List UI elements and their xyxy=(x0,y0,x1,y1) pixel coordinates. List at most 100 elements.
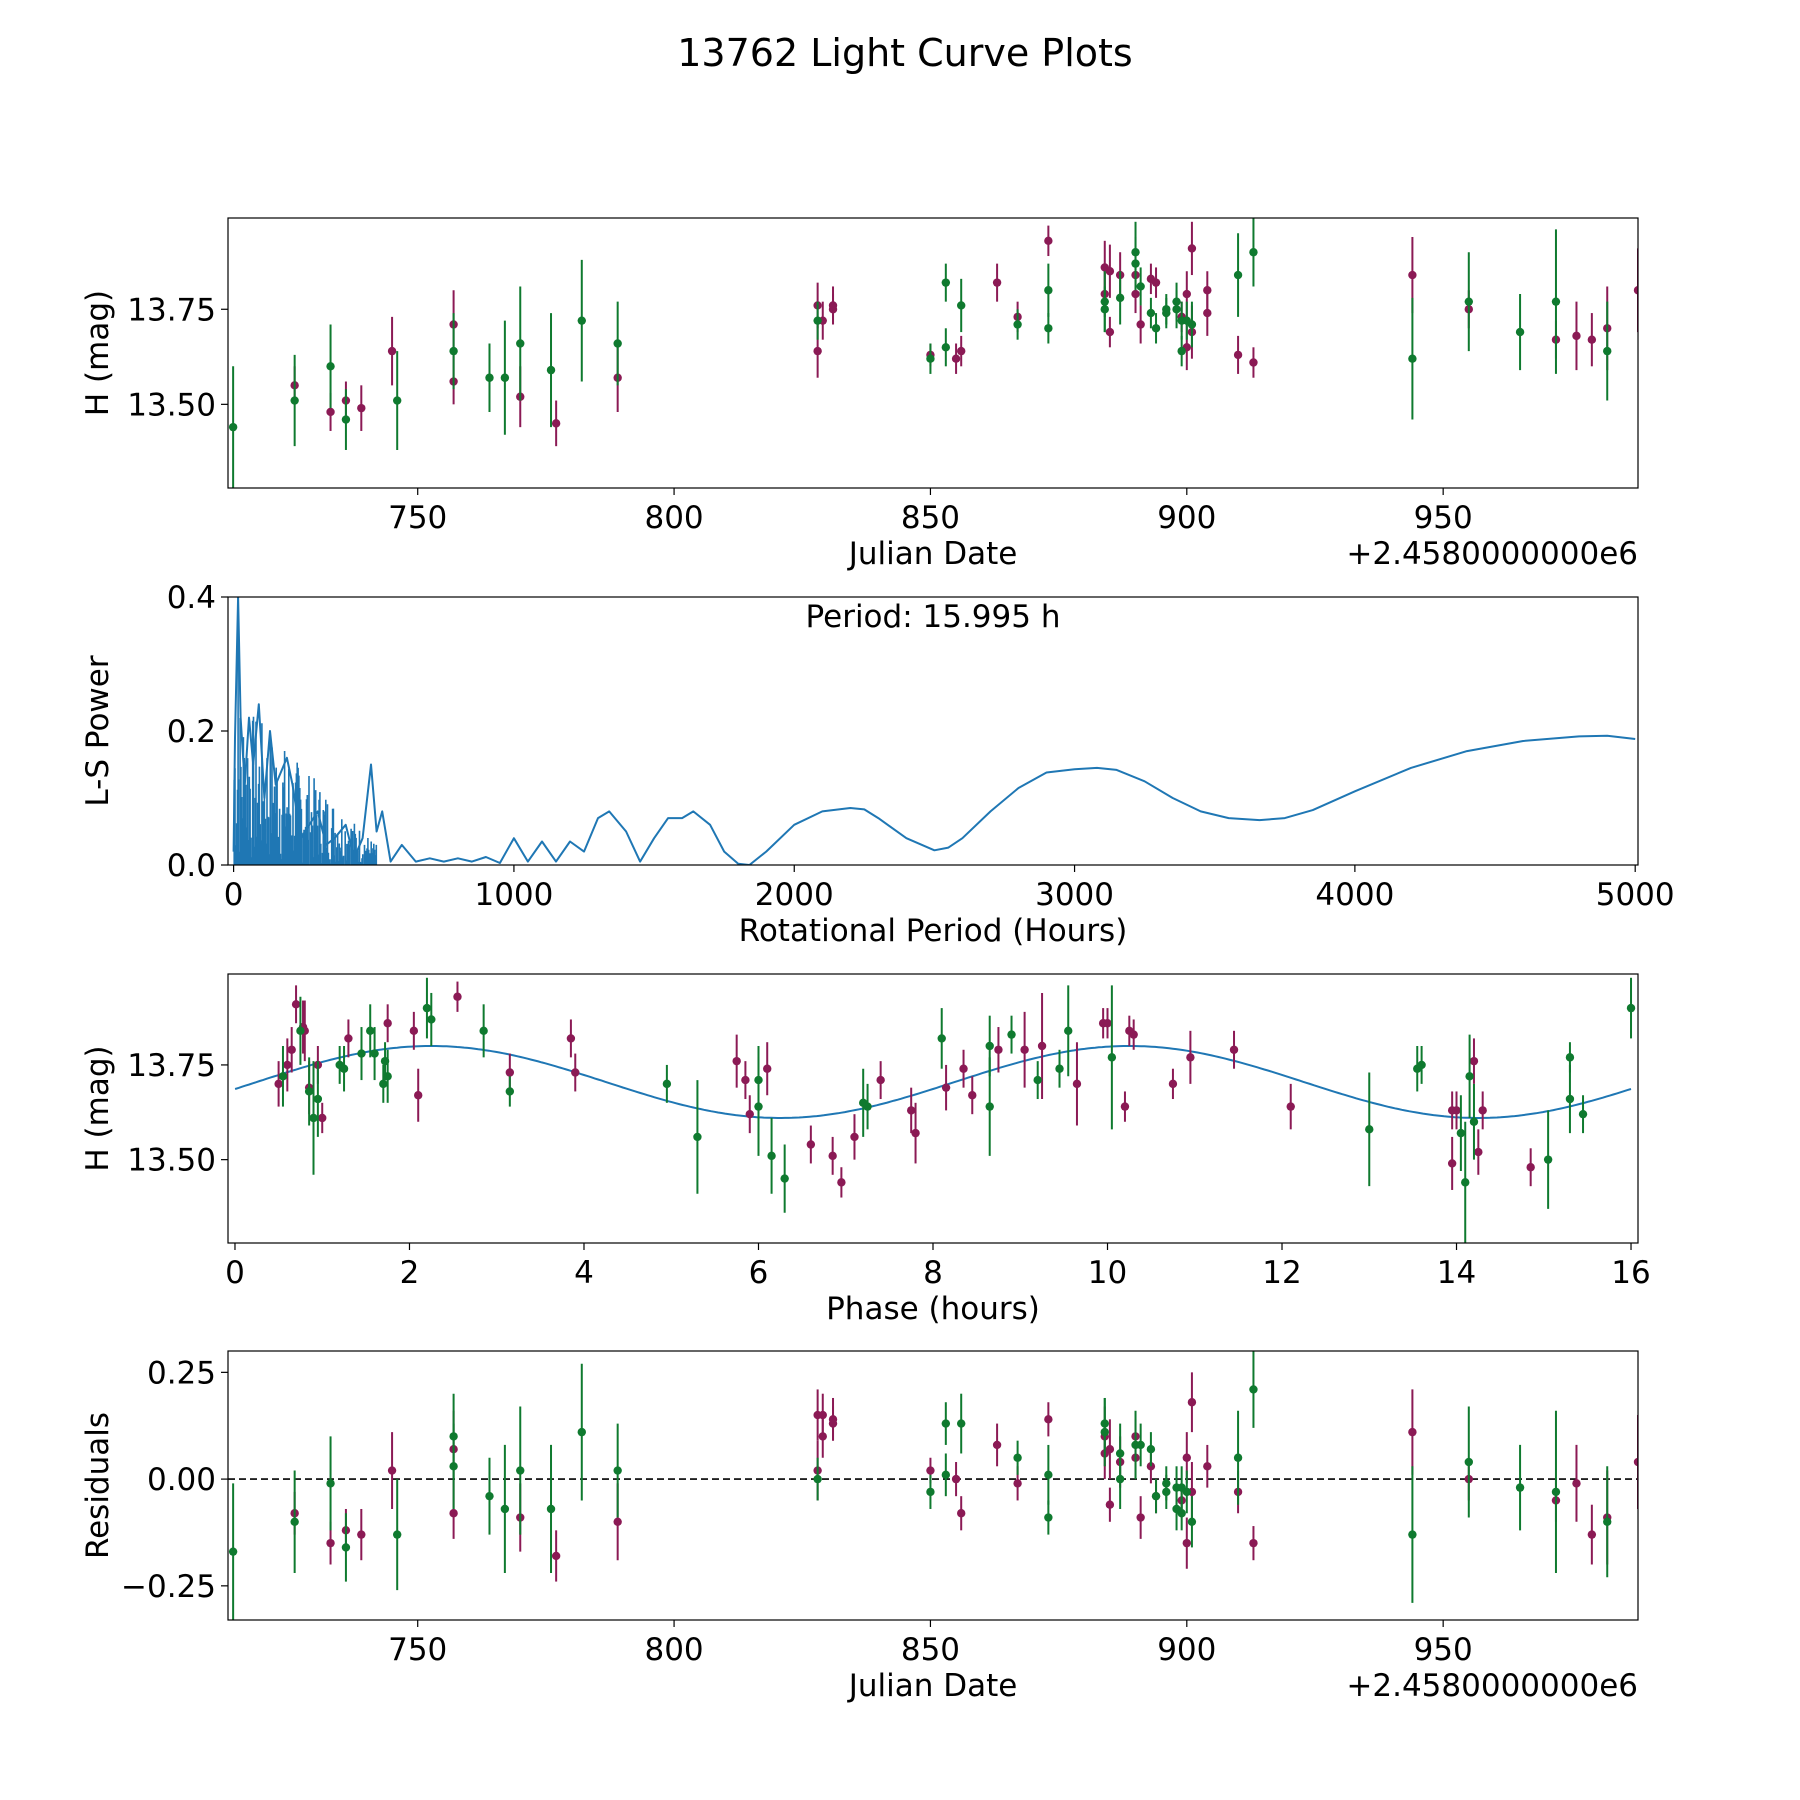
green-data-point xyxy=(1408,354,1417,363)
green-data-point xyxy=(296,1026,305,1036)
phased-ylabel: H (mag) xyxy=(80,1045,116,1171)
green-data-point xyxy=(1233,270,1243,280)
green-data-point xyxy=(449,346,458,356)
maroon-data-point xyxy=(828,301,838,310)
maroon-data-point xyxy=(959,1064,968,1073)
green-data-point xyxy=(937,1034,946,1043)
phased-xtick-label: 8 xyxy=(923,1255,943,1291)
green-data-point xyxy=(1543,1155,1553,1164)
green-data-point xyxy=(1064,1026,1073,1036)
maroon-data-point xyxy=(1587,1530,1597,1539)
lightcurve-panel: Julian Date H (mag) +2.4580000000e6 750 8… xyxy=(80,217,1639,572)
green-data-point xyxy=(1115,293,1125,303)
sine-fit-curve xyxy=(234,1045,1632,1119)
green-data-point xyxy=(1177,346,1186,356)
maroon-data-point xyxy=(1633,1457,1638,1467)
green-data-point xyxy=(366,1026,375,1036)
green-data-point xyxy=(1177,1509,1186,1518)
green-data-point xyxy=(1626,1003,1636,1013)
green-data-point xyxy=(1249,248,1258,257)
periodogram-xtick-label: 3000 xyxy=(1035,877,1114,913)
green-data-point xyxy=(304,1087,314,1096)
maroon-data-point xyxy=(1013,1479,1022,1488)
green-data-point xyxy=(813,1474,822,1484)
periodogram-xtick-label: 5000 xyxy=(1596,877,1675,913)
green-data-point xyxy=(1515,1483,1525,1492)
green-data-point xyxy=(383,1072,392,1081)
green-data-point xyxy=(379,1079,388,1089)
lightcurve-axes-frame xyxy=(227,217,1639,489)
green-data-point xyxy=(1182,1487,1192,1497)
maroon-data-point xyxy=(1203,308,1212,318)
green-data-point xyxy=(1578,1109,1588,1119)
phased-xtick-label: 6 xyxy=(749,1255,769,1291)
green-data-point xyxy=(1100,1427,1109,1437)
maroon-data-point xyxy=(1182,1453,1192,1462)
maroon-data-point xyxy=(1587,335,1597,344)
phased-xtick-label: 14 xyxy=(1437,1255,1476,1291)
green-data-point xyxy=(1187,1517,1197,1526)
green-data-point xyxy=(357,1049,366,1058)
periodogram-xtick-label: 0 xyxy=(224,877,244,913)
green-data-point xyxy=(1013,320,1022,329)
green-data-point xyxy=(546,365,556,375)
maroon-data-point xyxy=(357,1530,366,1539)
maroon-data-point xyxy=(383,1019,392,1028)
green-data-point xyxy=(228,1547,238,1556)
maroon-data-point xyxy=(911,1128,920,1138)
maroon-data-point xyxy=(571,1068,580,1077)
maroon-data-point xyxy=(1408,270,1417,280)
phased-xtick-label: 4 xyxy=(574,1255,594,1291)
residuals-xtick-label: 750 xyxy=(388,1632,447,1668)
periodogram-ylabel: L-S Power xyxy=(80,655,116,806)
maroon-data-point xyxy=(1187,244,1197,253)
maroon-data-point xyxy=(1408,1427,1417,1437)
period-annotation: Period: 15.995 h xyxy=(806,599,1061,635)
phased-xtick-label: 12 xyxy=(1262,1255,1301,1291)
maroon-data-point xyxy=(818,1432,827,1441)
maroon-data-point xyxy=(1105,267,1115,276)
green-data-point xyxy=(985,1041,994,1051)
periodogram-ytick-label: 0.0 xyxy=(167,848,216,884)
maroon-data-point xyxy=(387,1466,397,1475)
green-data-point xyxy=(427,1015,436,1024)
maroon-data-point xyxy=(1037,1041,1047,1051)
green-data-point xyxy=(1044,1513,1053,1522)
green-data-point xyxy=(1603,346,1612,356)
maroon-data-point xyxy=(992,278,1002,287)
maroon-data-point xyxy=(1233,350,1243,360)
maroon-data-point xyxy=(876,1075,885,1085)
lightcurve-xtick-label: 900 xyxy=(1157,500,1216,536)
lightcurve-offset-text: +2.4580000000e6 xyxy=(1346,536,1638,572)
green-data-point xyxy=(313,1094,323,1104)
green-data-point xyxy=(1044,286,1053,295)
green-data-point xyxy=(1456,1128,1466,1138)
green-data-point xyxy=(326,362,335,371)
green-data-point xyxy=(1131,259,1140,268)
maroon-data-point xyxy=(741,1075,750,1085)
green-data-point xyxy=(1162,1487,1171,1497)
green-data-point xyxy=(516,339,525,348)
green-data-point xyxy=(485,1491,494,1501)
green-data-point xyxy=(1417,1060,1426,1070)
maroon-data-point xyxy=(837,1178,846,1187)
residuals-xlabel: Julian Date xyxy=(847,1668,1018,1704)
green-data-point xyxy=(1007,1030,1016,1039)
green-data-point xyxy=(1464,1457,1474,1467)
lightcurve-xtick-label: 800 xyxy=(644,500,703,536)
maroon-data-point xyxy=(1151,278,1161,287)
lightcurve-ylabel: H (mag) xyxy=(80,290,116,416)
green-data-point xyxy=(1107,1053,1117,1062)
green-data-point xyxy=(449,1432,458,1441)
residuals-ytick-label: 0.00 xyxy=(147,1462,216,1498)
maroon-data-point xyxy=(326,407,335,417)
maroon-data-point xyxy=(551,419,561,428)
green-data-point xyxy=(1408,1530,1417,1539)
green-data-point xyxy=(780,1174,789,1183)
maroon-data-point xyxy=(1203,286,1212,295)
green-data-point xyxy=(339,1064,349,1073)
maroon-data-point xyxy=(551,1551,561,1561)
residuals-offset-text: +2.4580000000e6 xyxy=(1346,1668,1638,1704)
lightcurve-xtick-label: 850 xyxy=(901,500,960,536)
